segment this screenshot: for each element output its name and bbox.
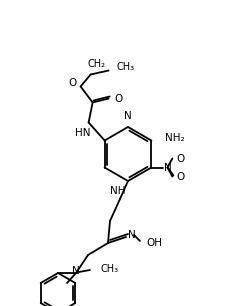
Text: NH₂: NH₂ [165, 132, 185, 143]
Text: CH₃: CH₃ [117, 62, 135, 72]
Text: OH: OH [146, 238, 162, 248]
Text: N: N [72, 266, 80, 276]
Text: O: O [68, 77, 77, 88]
Text: O: O [115, 94, 123, 103]
Text: O: O [176, 154, 185, 163]
Text: N: N [164, 162, 171, 173]
Text: NH: NH [110, 186, 126, 196]
Text: N: N [124, 111, 132, 121]
Text: N: N [128, 230, 136, 240]
Text: CH₂: CH₂ [88, 58, 106, 69]
Text: CH₃: CH₃ [100, 264, 118, 274]
Text: HN: HN [75, 128, 91, 137]
Text: O: O [176, 171, 185, 181]
